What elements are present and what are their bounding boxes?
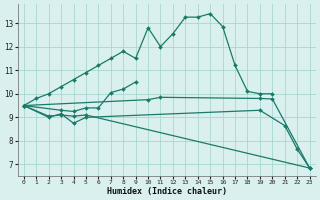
X-axis label: Humidex (Indice chaleur): Humidex (Indice chaleur) [107,187,227,196]
